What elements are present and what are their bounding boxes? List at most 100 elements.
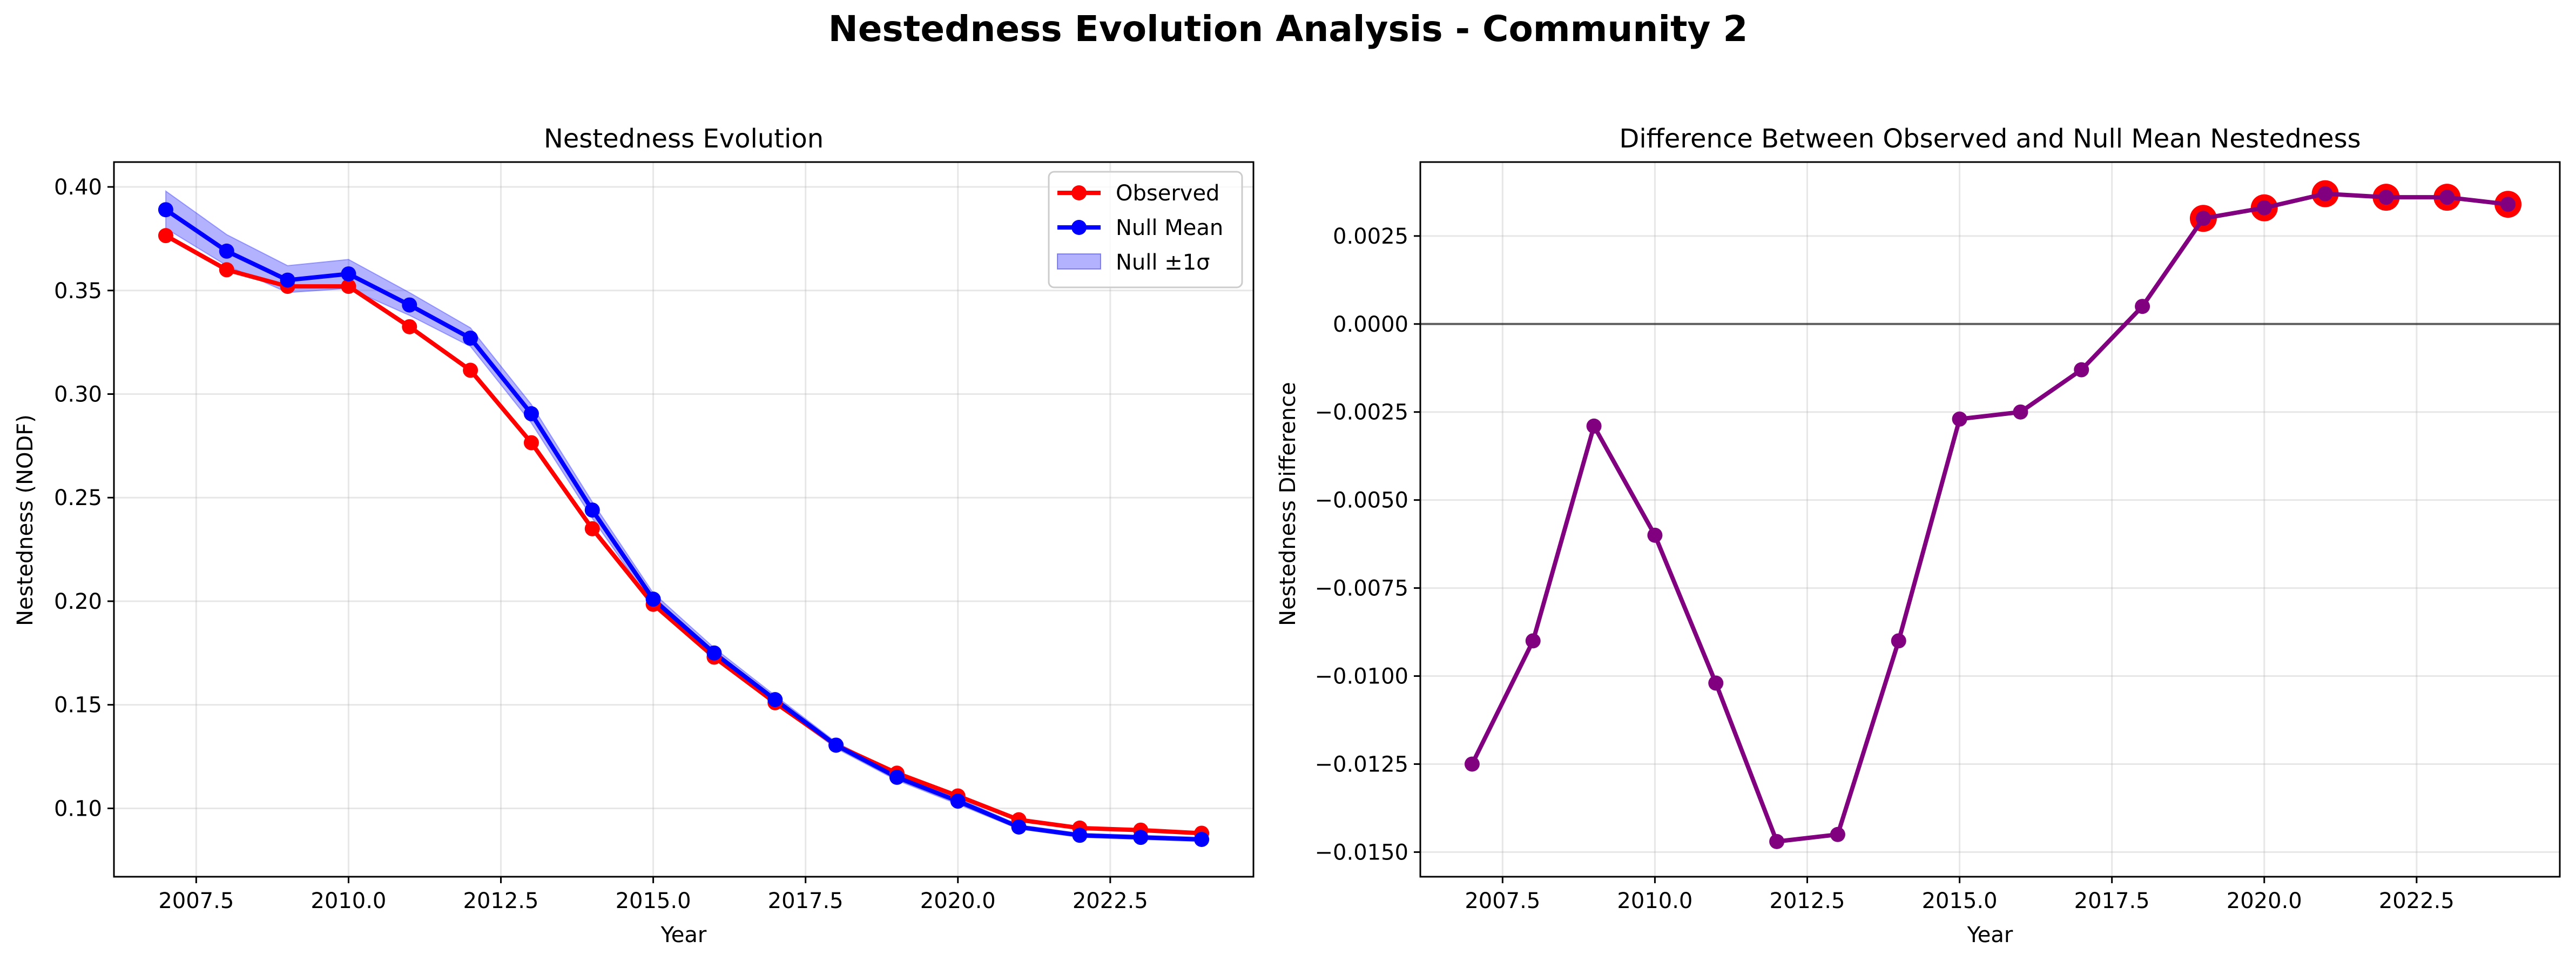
x-tick-label: 2022.5 <box>2379 889 2454 913</box>
y-axis-label: Nestedness Difference <box>1276 382 1300 626</box>
series-point <box>2074 362 2089 378</box>
series-point <box>341 266 356 282</box>
series-point <box>706 645 722 661</box>
series-point <box>2013 404 2028 420</box>
series-point <box>523 435 539 451</box>
x-tick-label: 2015.0 <box>1922 889 1998 913</box>
legend-observed-marker <box>1071 185 1087 200</box>
series-point <box>402 319 417 334</box>
y-axis-label: Nestedness (NODF) <box>13 414 38 626</box>
x-tick-label: 2007.5 <box>1465 889 1540 913</box>
y-tick-label: 0.20 <box>54 589 102 614</box>
series-point <box>158 202 173 218</box>
legend-box <box>1048 171 1243 288</box>
x-tick-label: 2012.5 <box>463 889 539 913</box>
y-tick-label: −0.0150 <box>1315 840 1408 865</box>
null-band <box>165 190 1203 842</box>
x-tick-label: 2022.5 <box>1073 889 1148 913</box>
x-tick-label: 2015.0 <box>616 889 691 913</box>
series-point <box>523 406 539 421</box>
series-point <box>402 297 417 313</box>
y-tick-label: −0.0050 <box>1315 488 1408 513</box>
tick-labels: 2007.5 2010.0 2012.5 2015.0 2017.5 2020.0 2022… <box>54 175 1148 913</box>
series-line-0 <box>1470 191 2508 844</box>
series-point <box>828 737 844 753</box>
series-point <box>280 272 295 288</box>
chart-title: Nestedness Evolution <box>544 124 824 154</box>
series-point <box>1769 834 1785 849</box>
series-point <box>1952 411 1967 427</box>
series-point <box>219 243 234 259</box>
series-point <box>889 769 905 785</box>
figure-suptitle: Nestedness Evolution Analysis - Communit… <box>828 8 1748 50</box>
grid <box>1420 162 2560 877</box>
series-point <box>1525 633 1541 649</box>
nestedness-evolution-chart: Nestedness Evolution 2007.5 2010.0 2012.5 2… <box>13 124 1255 947</box>
series-point <box>584 521 600 536</box>
y-tick-label: −0.0100 <box>1315 664 1408 689</box>
x-tick-label: 2020.0 <box>920 889 996 913</box>
series-point <box>1011 819 1027 835</box>
y-tick-label: 0.30 <box>54 382 102 407</box>
legend-null-mean-marker <box>1071 220 1087 235</box>
series-point <box>2135 299 2150 314</box>
series-point <box>2195 211 2211 226</box>
legend-null-band-label: Null ±1σ <box>1116 250 1210 275</box>
series-markers <box>158 202 1210 847</box>
legend-observed-label: Observed <box>1116 181 1219 206</box>
series-point <box>1586 418 1602 434</box>
series-point <box>2500 197 2516 212</box>
series-line-0 <box>164 233 1202 836</box>
series-markers <box>1464 186 2516 849</box>
series-point <box>1464 756 1480 772</box>
series-point <box>2378 190 2394 205</box>
series-lines <box>1470 191 2508 844</box>
series-point <box>219 262 234 278</box>
series-point <box>463 330 478 346</box>
x-tick-label: 2012.5 <box>1770 889 1845 913</box>
series-point <box>2256 200 2272 216</box>
series-line-1 <box>164 207 1202 842</box>
x-tick-label: 2017.5 <box>2074 889 2150 913</box>
y-tick-label: 0.0000 <box>1333 312 1408 337</box>
x-axis-label: Year <box>1967 923 2013 947</box>
x-tick-label: 2020.0 <box>2227 889 2302 913</box>
x-tick-label: 2010.0 <box>1617 889 1692 913</box>
series-point <box>463 362 478 378</box>
series-point <box>950 794 966 809</box>
y-tick-label: 0.0025 <box>1333 224 1408 249</box>
null-band-area <box>165 190 1203 842</box>
y-tick-label: −0.0025 <box>1315 400 1408 425</box>
y-tick-label: −0.0075 <box>1315 576 1408 601</box>
series-point <box>2317 186 2333 201</box>
series-point <box>1830 826 1845 842</box>
axes <box>1414 161 2561 883</box>
series-lines <box>164 207 1202 842</box>
x-tick-label: 2010.0 <box>311 889 386 913</box>
y-tick-label: 0.25 <box>54 486 102 510</box>
series-point <box>1133 830 1149 845</box>
series-point <box>341 279 356 294</box>
y-tick-label: 0.10 <box>54 796 102 821</box>
series-point <box>767 692 783 708</box>
series-point <box>1708 675 1724 691</box>
series-point <box>1194 831 1210 847</box>
series-point <box>158 228 173 244</box>
nestedness-difference-chart: Difference Between Observed and Null Mea… <box>1276 124 2561 947</box>
y-tick-label: 0.35 <box>54 279 102 304</box>
legend: Observed Null Mean Null ±1σ <box>1048 171 1243 288</box>
series-point <box>1891 633 1906 649</box>
plot-frame <box>1419 161 2561 878</box>
plot-frame <box>113 161 1255 878</box>
chart-title: Difference Between Observed and Null Mea… <box>1619 124 2361 154</box>
legend-null-band-patch <box>1057 253 1101 270</box>
series-point <box>1647 527 1663 543</box>
series-point <box>1072 828 1088 843</box>
series-point <box>645 592 661 607</box>
y-tick-label: −0.0125 <box>1315 752 1408 777</box>
tick-labels: 2007.5 2010.0 2012.5 2015.0 2017.5 2020.0 2022… <box>1315 224 2454 913</box>
highlight-markers <box>2189 180 2522 232</box>
series-point <box>2439 190 2455 205</box>
y-tick-label: 0.15 <box>54 693 102 718</box>
